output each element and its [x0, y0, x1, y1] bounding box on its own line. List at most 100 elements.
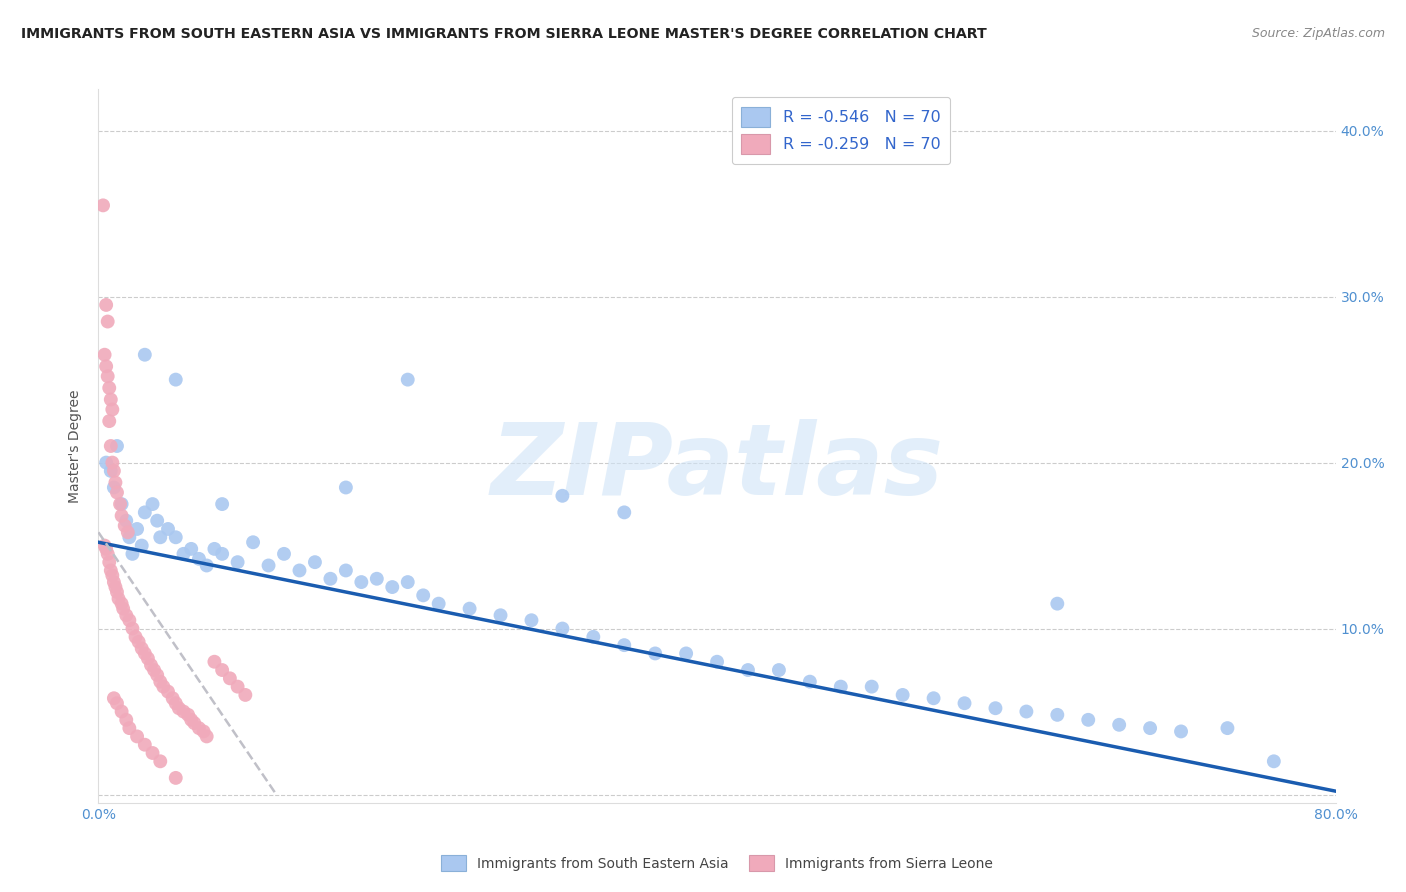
- Point: [1263, 754, 1285, 768]
- Point: [273, 547, 295, 561]
- Point: [115, 514, 138, 528]
- Point: [118, 721, 141, 735]
- Point: [167, 701, 190, 715]
- Point: [675, 647, 697, 661]
- Point: [149, 530, 172, 544]
- Point: [131, 539, 153, 553]
- Point: [613, 505, 636, 519]
- Point: [396, 575, 419, 590]
- Point: [165, 771, 187, 785]
- Point: [149, 754, 172, 768]
- Point: [111, 497, 134, 511]
- Point: [427, 597, 450, 611]
- Point: [96, 359, 118, 374]
- Point: [115, 713, 138, 727]
- Point: [93, 539, 115, 553]
- Point: [195, 558, 218, 573]
- Point: [118, 613, 141, 627]
- Point: [111, 597, 134, 611]
- Point: [152, 680, 174, 694]
- Point: [1139, 721, 1161, 735]
- Point: [396, 373, 419, 387]
- Point: [304, 555, 326, 569]
- Y-axis label: Master's Degree: Master's Degree: [69, 389, 83, 503]
- Point: [173, 705, 195, 719]
- Point: [96, 456, 118, 470]
- Point: [193, 724, 215, 739]
- Point: [127, 730, 149, 744]
- Point: [183, 716, 205, 731]
- Point: [799, 674, 821, 689]
- Point: [139, 658, 162, 673]
- Point: [142, 746, 165, 760]
- Point: [706, 655, 728, 669]
- Point: [121, 622, 143, 636]
- Point: [104, 475, 127, 490]
- Point: [105, 696, 128, 710]
- Point: [103, 481, 125, 495]
- Point: [165, 530, 187, 544]
- Point: [366, 572, 388, 586]
- Point: [644, 647, 666, 661]
- Point: [98, 555, 121, 569]
- Point: [1046, 597, 1069, 611]
- Point: [737, 663, 759, 677]
- Point: [103, 575, 125, 590]
- Point: [1216, 721, 1239, 735]
- Point: [335, 564, 357, 578]
- Point: [97, 369, 120, 384]
- Point: [149, 674, 172, 689]
- Point: [860, 680, 883, 694]
- Point: [114, 518, 136, 533]
- Point: [100, 439, 122, 453]
- Point: [458, 601, 481, 615]
- Point: [350, 575, 373, 590]
- Legend: Immigrants from South Eastern Asia, Immigrants from Sierra Leone: Immigrants from South Eastern Asia, Immi…: [434, 848, 1000, 878]
- Point: [891, 688, 914, 702]
- Point: [1015, 705, 1038, 719]
- Point: [235, 688, 257, 702]
- Point: [134, 647, 156, 661]
- Point: [97, 314, 120, 328]
- Text: Source: ZipAtlas.com: Source: ZipAtlas.com: [1251, 27, 1385, 40]
- Point: [100, 464, 122, 478]
- Point: [188, 721, 211, 735]
- Point: [177, 707, 200, 722]
- Point: [257, 558, 280, 573]
- Point: [830, 680, 852, 694]
- Point: [1077, 713, 1099, 727]
- Point: [146, 668, 169, 682]
- Point: [134, 738, 156, 752]
- Point: [96, 298, 118, 312]
- Point: [195, 730, 218, 744]
- Point: [146, 514, 169, 528]
- Text: ZIPatlas: ZIPatlas: [491, 419, 943, 516]
- Point: [489, 608, 512, 623]
- Point: [226, 680, 249, 694]
- Point: [180, 541, 202, 556]
- Point: [101, 402, 124, 417]
- Point: [124, 630, 146, 644]
- Point: [127, 522, 149, 536]
- Point: [111, 508, 134, 523]
- Point: [173, 547, 195, 561]
- Point: [335, 481, 357, 495]
- Point: [101, 568, 124, 582]
- Point: [165, 373, 187, 387]
- Point: [100, 392, 122, 407]
- Point: [100, 564, 122, 578]
- Text: IMMIGRANTS FROM SOUTH EASTERN ASIA VS IMMIGRANTS FROM SIERRA LEONE MASTER'S DEGR: IMMIGRANTS FROM SOUTH EASTERN ASIA VS IM…: [21, 27, 987, 41]
- Point: [319, 572, 342, 586]
- Point: [204, 541, 226, 556]
- Point: [121, 547, 143, 561]
- Point: [107, 591, 129, 606]
- Point: [108, 497, 131, 511]
- Point: [211, 497, 233, 511]
- Point: [112, 601, 135, 615]
- Point: [613, 638, 636, 652]
- Point: [242, 535, 264, 549]
- Point: [134, 505, 156, 519]
- Point: [97, 547, 120, 561]
- Point: [111, 705, 134, 719]
- Point: [157, 522, 180, 536]
